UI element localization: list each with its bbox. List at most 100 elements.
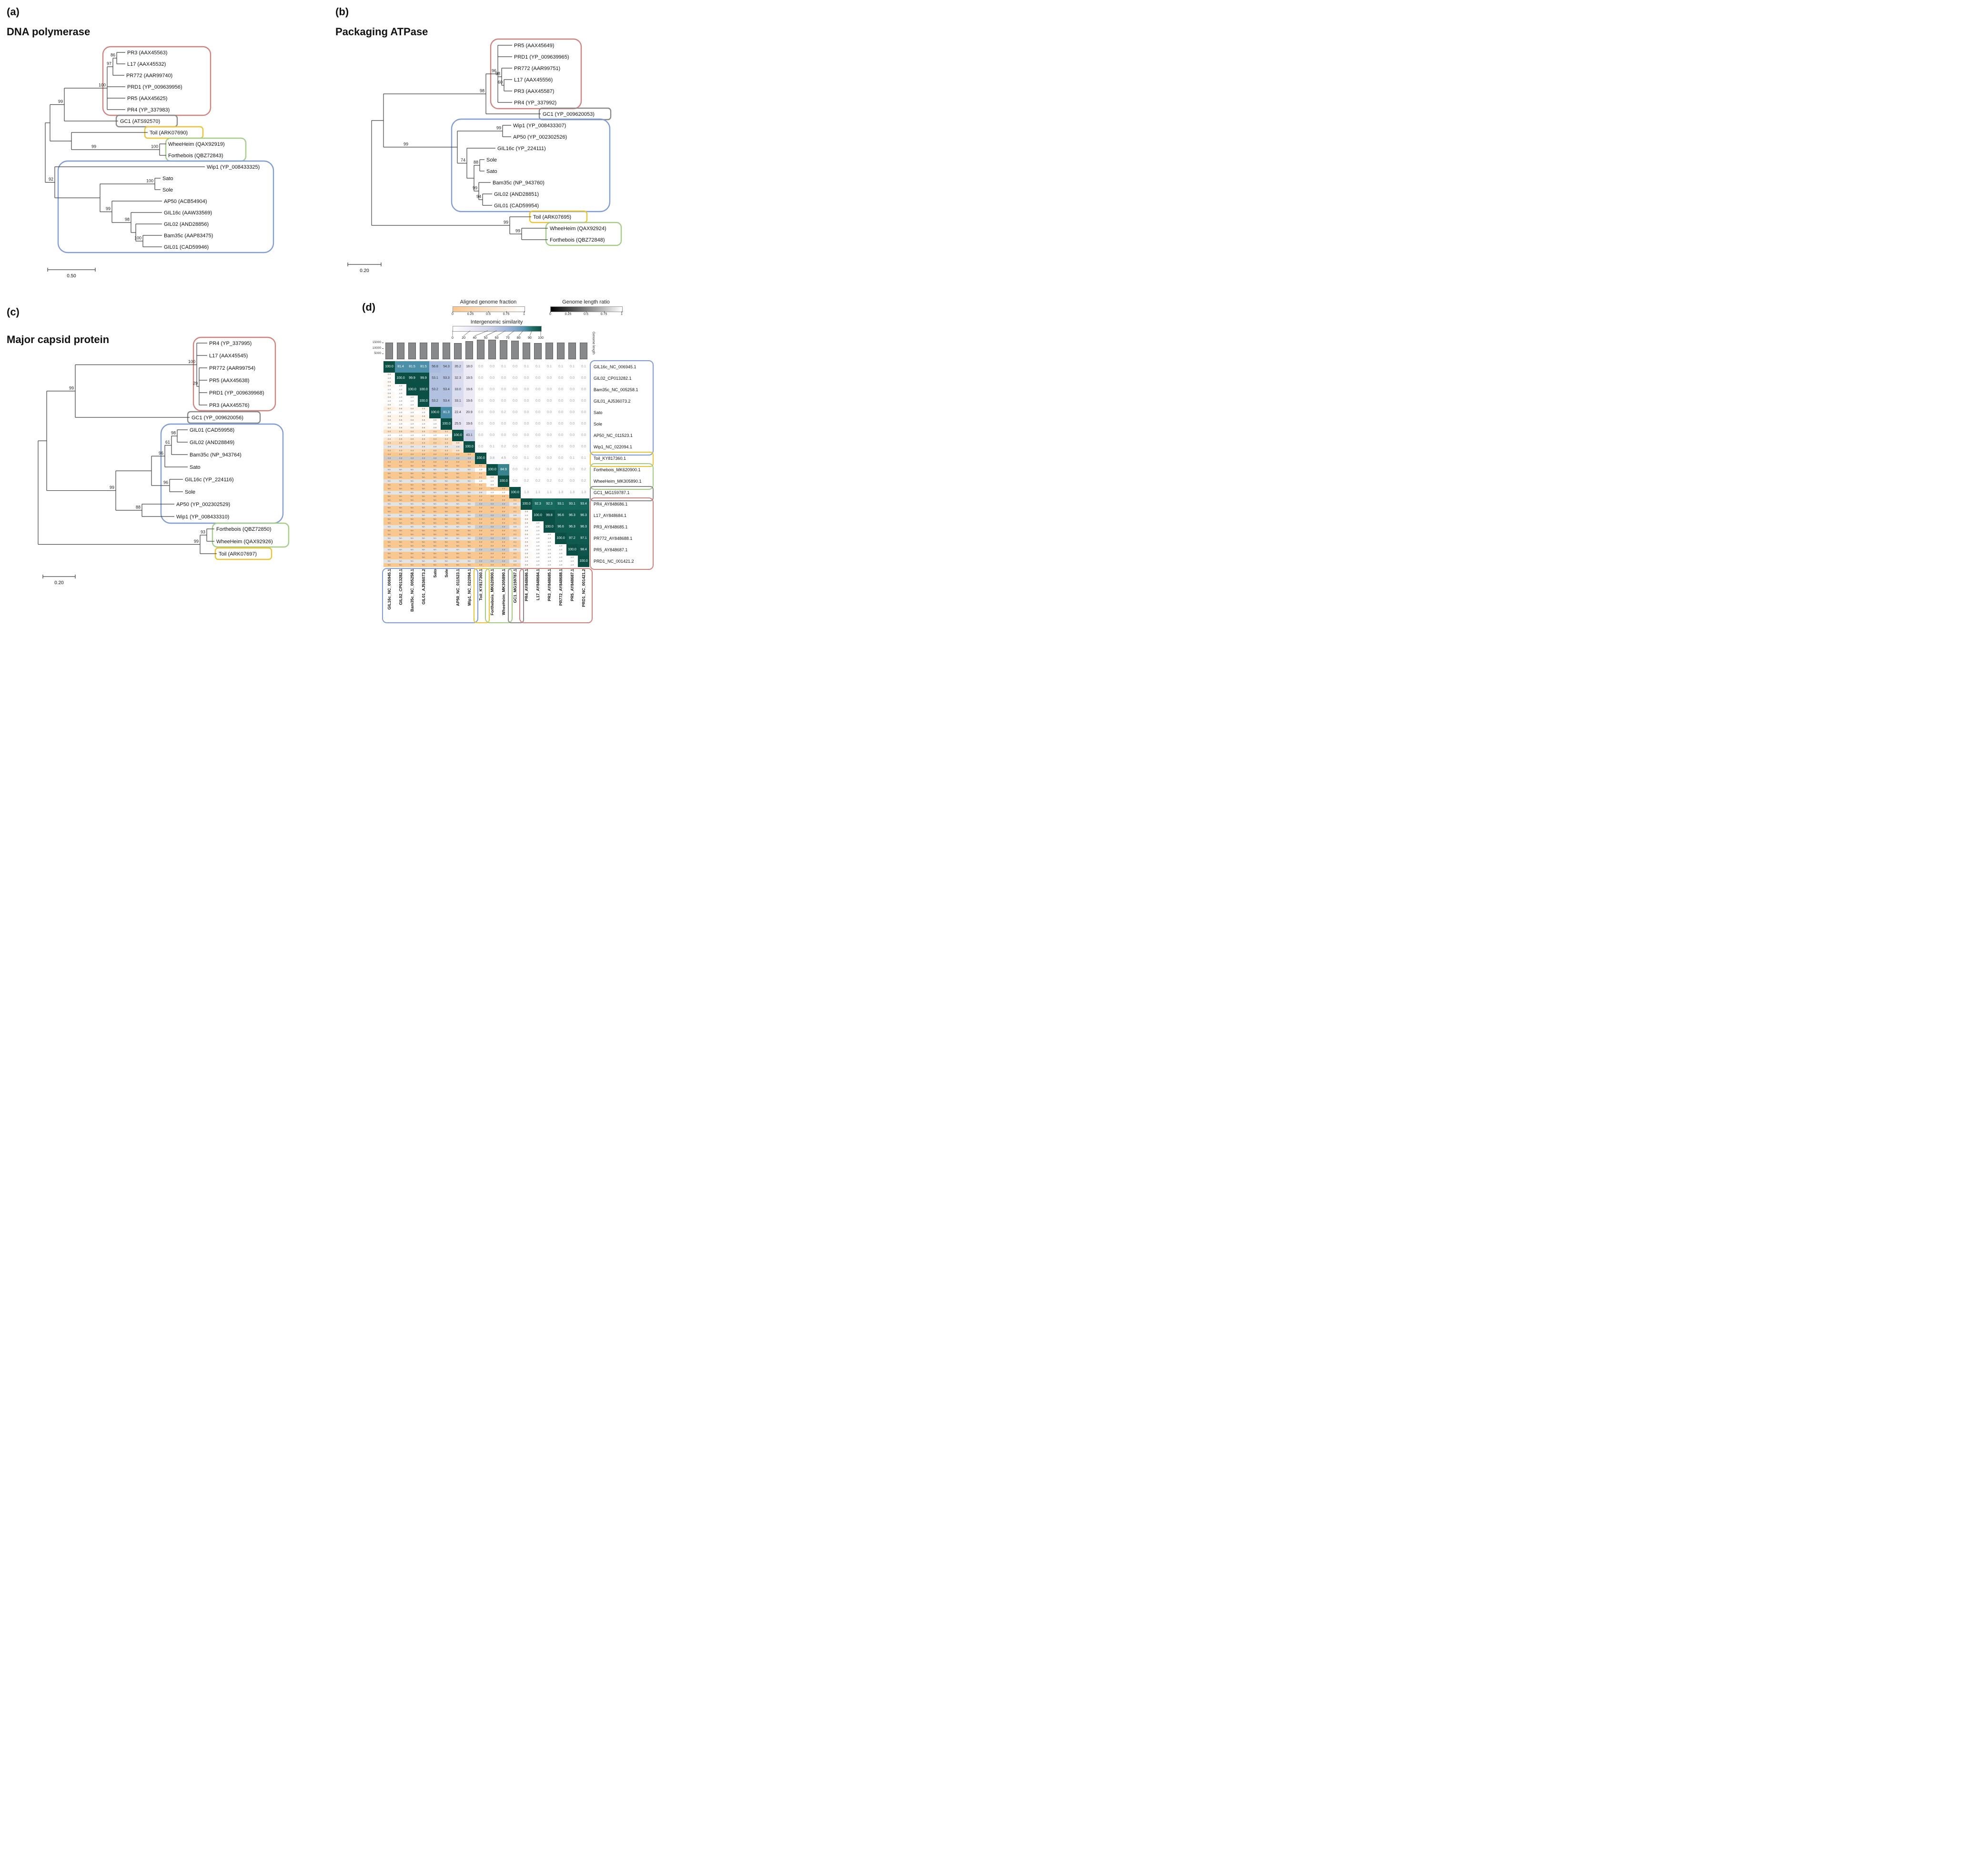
similarity-cell: 0.0 bbox=[521, 384, 532, 395]
fraction-strip: 0.9 bbox=[521, 529, 532, 533]
fraction-cell: 0.8 1.0 0.8 bbox=[395, 407, 406, 418]
similarity-cell: 0.2 bbox=[544, 464, 555, 476]
similarity-cell: 0.0 bbox=[486, 361, 498, 373]
genome-length-axis-tickmark bbox=[382, 348, 383, 349]
red-group-box bbox=[192, 336, 276, 412]
taxon-label: Toil (ARK07695) bbox=[533, 214, 571, 220]
fraction-strip: NA bbox=[406, 514, 418, 517]
similarity-cell: 99.9 bbox=[418, 373, 429, 384]
fraction-strip: 0.3 bbox=[406, 449, 418, 453]
fraction-strip: 0.0 bbox=[498, 498, 509, 502]
row-label: Sato bbox=[594, 410, 603, 415]
fraction-cell: 0.9 1.0 0.9 bbox=[521, 556, 532, 567]
fraction-strip: 0.8 bbox=[395, 415, 406, 418]
fraction-strip: 0.9 bbox=[429, 426, 441, 430]
fraction-strip: NA bbox=[464, 487, 475, 491]
fraction-strip: NA bbox=[441, 521, 452, 525]
fraction-strip: 0.9 bbox=[429, 418, 441, 422]
fraction-cell: NA NA NA bbox=[383, 533, 395, 544]
taxon-label: AP50 (ACB54904) bbox=[164, 199, 207, 204]
fraction-strip: NA bbox=[406, 563, 418, 567]
fraction-strip: NA bbox=[441, 483, 452, 487]
fraction-strip: 1.0 bbox=[395, 384, 406, 388]
fraction-cell: 0.5 1.0 0.5 bbox=[406, 430, 418, 441]
fraction-strip: 1.0 bbox=[406, 411, 418, 415]
bootstrap-value: 99 bbox=[404, 142, 408, 146]
fraction-cell: 0.8 1.0 0.9 bbox=[486, 476, 498, 487]
similarity-cell: 0.0 bbox=[578, 395, 589, 407]
fraction-strip: NA bbox=[441, 491, 452, 495]
fraction-strip: NA bbox=[406, 533, 418, 537]
fraction-strip: 0.9 bbox=[509, 502, 521, 506]
genome-length-bar bbox=[431, 343, 439, 359]
fraction-strip: 1.0 bbox=[383, 422, 395, 426]
genome-length-bar bbox=[443, 342, 450, 359]
fraction-strip: 0.8 bbox=[486, 525, 498, 529]
fraction-cell: NA NA NA bbox=[452, 544, 464, 556]
fraction-strip: NA bbox=[383, 525, 395, 529]
similarity-cell: 0.0 bbox=[475, 441, 486, 453]
fraction-strip: NA bbox=[383, 556, 395, 559]
fraction-strip: 1.0 bbox=[498, 491, 509, 495]
genome-length-axis-tick: 15000 bbox=[372, 341, 381, 344]
fraction-strip: NA bbox=[452, 479, 464, 483]
fraction-strip: NA bbox=[418, 506, 429, 510]
fraction-strip: 0.1 bbox=[509, 521, 521, 525]
fraction-cell: 0.1 0.9 0.1 bbox=[509, 498, 521, 510]
fraction-strip: 0.0 bbox=[475, 563, 486, 567]
bootstrap-value: 99 bbox=[58, 99, 63, 104]
fraction-cell: NA NA NA bbox=[452, 556, 464, 567]
fraction-strip: NA bbox=[383, 491, 395, 495]
fraction-cell: 1.0 1.0 1.0 bbox=[532, 533, 544, 544]
fraction-strip: 0.0 bbox=[498, 540, 509, 544]
fraction-strip: NA bbox=[429, 514, 441, 517]
fraction-strip: NA bbox=[383, 472, 395, 476]
fraction-strip: 1.0 bbox=[486, 491, 498, 495]
fraction-cell: NA NA NA bbox=[441, 498, 452, 510]
similarity-cell: 33.1 bbox=[452, 395, 464, 407]
fraction-cell: NA NA NA bbox=[395, 498, 406, 510]
legend-title-similarity: Intergenomic similarity bbox=[470, 319, 523, 325]
similarity-cell: 1.3 bbox=[578, 487, 589, 498]
fraction-strip: NA bbox=[441, 559, 452, 563]
fraction-cell: NA NA NA bbox=[464, 533, 475, 544]
similarity-cell: 43.1 bbox=[464, 430, 475, 441]
fraction-strip: NA bbox=[429, 502, 441, 506]
genome-length-bar bbox=[523, 343, 530, 359]
fraction-cell: NA NA NA bbox=[429, 464, 441, 476]
fraction-strip: 0.0 bbox=[475, 521, 486, 525]
fraction-cell: NA NA NA bbox=[383, 487, 395, 498]
fraction-strip: 0.1 bbox=[509, 544, 521, 548]
fraction-strip: NA bbox=[395, 544, 406, 548]
column-group-box-blue bbox=[382, 568, 478, 623]
fraction-cell: 0.3 0.9 0.3 bbox=[418, 441, 429, 453]
taxon-label: L17 (AAX45532) bbox=[127, 61, 166, 67]
fraction-cell: NA NA NA bbox=[383, 544, 395, 556]
similarity-cell: 0.0 bbox=[555, 430, 566, 441]
similarity-cell: 0.0 bbox=[566, 384, 578, 395]
fraction-strip: NA bbox=[441, 464, 452, 468]
fraction-cell: 0.9 1.0 0.9 bbox=[521, 544, 532, 556]
fraction-strip: 0.9 bbox=[429, 445, 441, 449]
panel-title-b: Packaging ATPase bbox=[335, 26, 428, 38]
fraction-strip: 1.0 bbox=[395, 395, 406, 399]
fraction-strip: 0.0 bbox=[486, 556, 498, 559]
fraction-strip: NA bbox=[464, 559, 475, 563]
fraction-strip: 0.0 bbox=[475, 510, 486, 514]
bootstrap-value: 99 bbox=[504, 220, 508, 225]
fraction-strip: NA bbox=[429, 533, 441, 537]
similarity-cell: 0.1 bbox=[498, 361, 509, 373]
fraction-strip: NA bbox=[441, 529, 452, 533]
similarity-cell: 0.0 bbox=[544, 453, 555, 464]
fraction-strip: 1.0 bbox=[555, 559, 566, 563]
fraction-strip: 1.0 bbox=[429, 422, 441, 426]
fraction-strip: 0.8 bbox=[486, 559, 498, 563]
fraction-strip: NA bbox=[418, 552, 429, 556]
fraction-cell: 0.2 0.9 0.2 bbox=[429, 441, 441, 453]
column-group-box-green bbox=[485, 568, 513, 623]
fraction-strip: 0.0 bbox=[475, 498, 486, 502]
fraction-cell: NA NA NA bbox=[452, 533, 464, 544]
fraction-strip: NA bbox=[452, 483, 464, 487]
fraction-strip: NA bbox=[464, 552, 475, 556]
fraction-cell: NA NA NA bbox=[383, 510, 395, 521]
